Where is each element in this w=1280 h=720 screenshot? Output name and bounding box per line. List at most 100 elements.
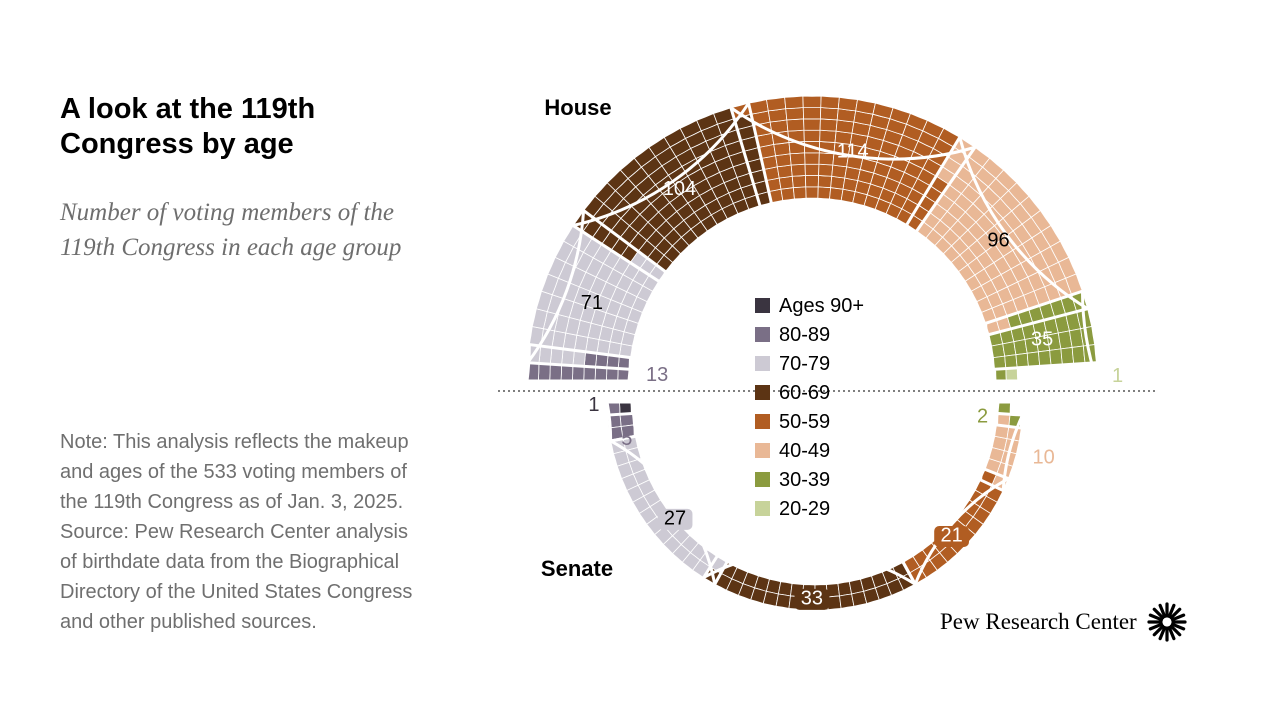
chart-subtitle: Number of voting members of the 119th Co… (60, 199, 402, 261)
sunburst-ray (1167, 603, 1176, 619)
house-seat-5059 (790, 163, 806, 177)
house-group-outline (993, 361, 1099, 383)
legend-label: 50-59 (779, 411, 830, 433)
pew-sunburst-icon (1147, 602, 1187, 642)
house-seat-5059 (789, 152, 806, 166)
source-note: Note: This analysis reflects the makeup … (60, 427, 480, 637)
value-label: 2 (977, 405, 988, 427)
pew-logo: Pew Research Center (940, 602, 1187, 642)
house-seat-8089 (571, 365, 585, 382)
house-waffle (524, 95, 1100, 383)
house-seat-8089 (583, 365, 596, 382)
house-seat-3039 (1071, 345, 1086, 365)
house-seat-5059 (837, 96, 858, 112)
note-line: Directory of the United States Congress (60, 581, 413, 603)
value-label: 71 (581, 292, 603, 314)
sunburst-ray (1169, 607, 1182, 620)
note-line: of birthdate data from the Biographical (60, 551, 400, 573)
senate-group-outline (995, 400, 1025, 430)
house-seat-5059 (830, 175, 846, 190)
logo-text: Pew Research Center (940, 609, 1137, 634)
value-label: 10 (1032, 447, 1054, 469)
sunburst-ray (1158, 625, 1167, 641)
house-seat-5059 (802, 107, 822, 120)
house-seat-5059 (792, 186, 807, 200)
house-seat-5059 (804, 163, 820, 176)
chart-title: A look at the 119th Congress by age (60, 93, 316, 161)
value-label: 104 (663, 178, 696, 200)
house-group-outline (524, 207, 667, 371)
house-seat-5059 (819, 107, 839, 121)
house-seat-3039 (1049, 348, 1063, 367)
legend: Ages 90+ 80-89 70-79 60-69 50-59 40-49 30-39 20… (755, 295, 864, 520)
value-label: 13 (646, 364, 668, 386)
legend-swatch (755, 472, 770, 487)
house-seat-8089 (537, 363, 551, 382)
value-label-badge (794, 588, 830, 610)
legend-swatch (755, 298, 770, 313)
legend-swatch (755, 501, 770, 516)
house-seat-5059 (819, 118, 838, 132)
senate-title: Senate (541, 556, 613, 581)
house-seat-5059 (785, 107, 805, 121)
house-seat-5059 (786, 118, 805, 132)
house-title: House (544, 95, 611, 120)
legend-label: Ages 90+ (779, 295, 864, 317)
sunburst-ray (1148, 613, 1163, 622)
house-seat-3039 (1038, 349, 1052, 367)
house-seat-5059 (784, 95, 804, 110)
house-seat-5059 (791, 175, 807, 188)
sunburst-ray (1170, 613, 1185, 622)
sunburst-ray (1167, 625, 1176, 641)
note-line: and ages of the 533 voting members of (60, 461, 407, 483)
legend-swatch (755, 414, 770, 429)
senate-seat-6069 (777, 581, 793, 597)
house-seat-5059 (818, 152, 835, 166)
house-seat-3039 (1026, 351, 1041, 368)
house-seat-5059 (818, 163, 834, 177)
value-label: 21 (940, 525, 962, 547)
house-seat-5059 (780, 187, 795, 201)
senate-seat-6069 (775, 593, 791, 609)
note-line: the 119th Congress as of Jan. 3, 2025. (60, 491, 404, 513)
house-seat-5059 (804, 152, 820, 165)
note-line: Source: Pew Research Center analysis (60, 521, 408, 543)
value-label: 27 (664, 507, 686, 529)
house-seat-8089 (560, 364, 574, 382)
sunburst-ray (1169, 624, 1182, 637)
legend-swatch (755, 443, 770, 458)
note-line: and other published sources. (60, 611, 317, 633)
value-label: 33 (801, 587, 823, 609)
house-seat-5059 (817, 175, 833, 188)
house-seat-5059 (803, 118, 821, 131)
house-seat-5059 (820, 95, 840, 110)
value-label-badge (657, 508, 693, 530)
house-seat-7079 (538, 345, 553, 365)
house-seat-5059 (829, 187, 844, 201)
legend-label: 60-69 (779, 382, 830, 404)
value-label: 5 (621, 428, 632, 450)
value-label: 35 (1031, 329, 1053, 351)
legend-label: 40-49 (779, 440, 830, 462)
house-seat-5059 (804, 175, 820, 188)
senate-group-outline (901, 467, 1012, 588)
legend-label: 70-79 (779, 353, 830, 375)
value-label: 1 (588, 394, 599, 416)
house-seat-5059 (778, 175, 794, 190)
house-seat-3039 (1015, 352, 1030, 369)
legend-label: 30-39 (779, 469, 830, 491)
sunburst-ray (1152, 607, 1165, 620)
legend-swatch (755, 356, 770, 371)
house-seat-5059 (802, 95, 822, 109)
value-label: 114 (837, 141, 869, 163)
house-seat-8089 (549, 363, 562, 382)
house-group-outline (525, 342, 633, 383)
sunburst-ray (1148, 622, 1163, 631)
senate-seat-6069 (826, 595, 842, 611)
legend-label: 20-29 (779, 498, 830, 520)
value-label: 1 (1112, 365, 1123, 387)
legend-swatch (755, 385, 770, 400)
note-line: Note: This analysis reflects the makeup (60, 431, 409, 453)
